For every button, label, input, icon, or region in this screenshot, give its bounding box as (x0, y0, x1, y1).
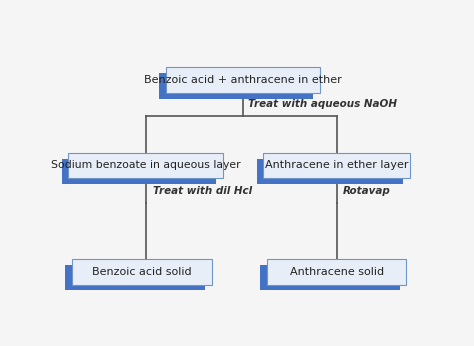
FancyBboxPatch shape (263, 153, 410, 178)
Text: Anthracene solid: Anthracene solid (290, 267, 383, 277)
Text: Anthracene in ether layer: Anthracene in ether layer (265, 161, 408, 171)
Text: Benzoic acid + anthracene in ether: Benzoic acid + anthracene in ether (144, 75, 342, 85)
FancyBboxPatch shape (260, 265, 400, 291)
FancyBboxPatch shape (72, 259, 212, 285)
FancyBboxPatch shape (166, 67, 320, 93)
Text: Rotavap: Rotavap (343, 186, 391, 196)
Text: Treat with dil Hcl: Treat with dil Hcl (153, 186, 252, 196)
Text: Sodium benzoate in aqueous layer: Sodium benzoate in aqueous layer (51, 161, 240, 171)
FancyBboxPatch shape (65, 265, 205, 291)
FancyBboxPatch shape (159, 73, 313, 99)
FancyBboxPatch shape (267, 259, 406, 285)
Text: Treat with aqueous NaOH: Treat with aqueous NaOH (248, 99, 397, 109)
FancyBboxPatch shape (68, 153, 223, 178)
Text: Benzoic acid solid: Benzoic acid solid (92, 267, 191, 277)
FancyBboxPatch shape (62, 158, 216, 184)
FancyBboxPatch shape (256, 158, 403, 184)
